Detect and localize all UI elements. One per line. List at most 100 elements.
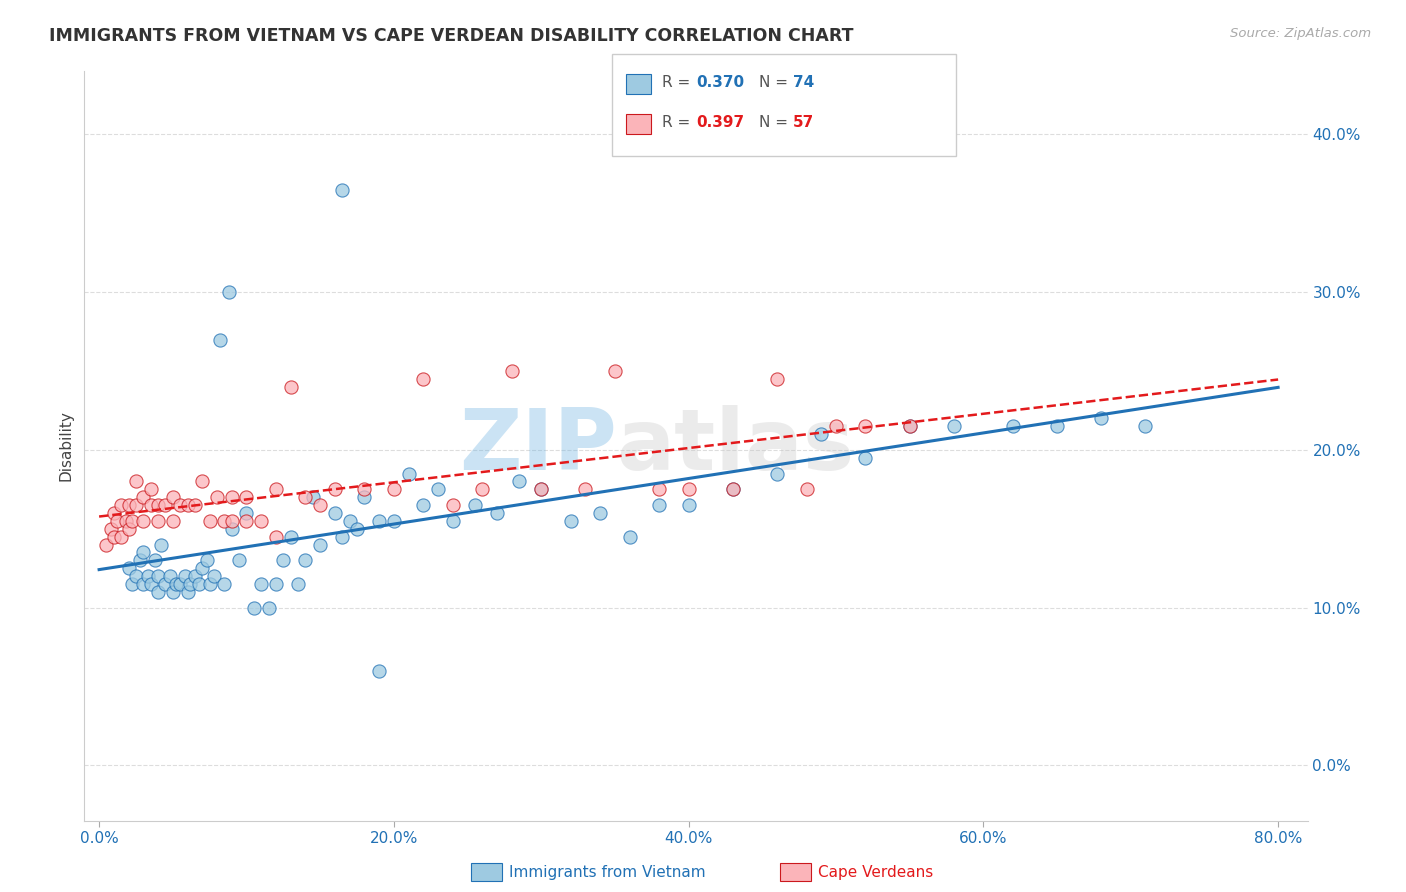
Point: [208, 333, 231, 347]
Point: [114, 514, 136, 528]
Point: [169, 498, 191, 512]
Text: Immigrants from Vietnam: Immigrants from Vietnam: [509, 865, 706, 880]
Point: [221, 522, 243, 536]
Point: [125, 569, 148, 583]
Point: [184, 569, 207, 583]
Point: [412, 498, 434, 512]
Point: [427, 483, 450, 497]
Point: [264, 483, 287, 497]
Point: [382, 514, 405, 528]
Point: [129, 553, 152, 567]
Point: [898, 419, 921, 434]
Point: [139, 483, 162, 497]
Point: [188, 577, 211, 591]
Point: [309, 498, 332, 512]
Point: [195, 553, 218, 567]
Point: [339, 514, 361, 528]
Point: [235, 514, 257, 528]
Point: [243, 600, 266, 615]
Point: [855, 419, 877, 434]
Text: 0.370: 0.370: [696, 76, 744, 90]
Point: [155, 577, 177, 591]
Point: [235, 490, 257, 504]
Text: Cape Verdeans: Cape Verdeans: [818, 865, 934, 880]
Point: [132, 514, 155, 528]
Point: [589, 506, 612, 520]
Point: [110, 530, 132, 544]
Point: [221, 514, 243, 528]
Point: [721, 483, 744, 497]
Point: [202, 569, 225, 583]
Point: [150, 538, 173, 552]
Text: 0.397: 0.397: [696, 115, 744, 129]
Point: [464, 498, 486, 512]
Point: [184, 498, 207, 512]
Point: [353, 490, 375, 504]
Point: [214, 577, 236, 591]
Point: [121, 577, 143, 591]
Point: [855, 450, 877, 465]
Text: R =: R =: [662, 76, 696, 90]
Point: [117, 561, 139, 575]
Point: [330, 183, 353, 197]
Point: [221, 490, 243, 504]
Text: IMMIGRANTS FROM VIETNAM VS CAPE VERDEAN DISABILITY CORRELATION CHART: IMMIGRANTS FROM VIETNAM VS CAPE VERDEAN …: [49, 27, 853, 45]
Point: [165, 577, 187, 591]
Point: [678, 498, 700, 512]
Point: [294, 490, 316, 504]
Point: [159, 569, 181, 583]
Point: [1001, 419, 1024, 434]
Point: [382, 483, 405, 497]
Point: [173, 569, 195, 583]
Point: [117, 522, 139, 536]
Point: [96, 538, 118, 552]
Point: [619, 530, 641, 544]
Point: [368, 664, 391, 678]
Point: [146, 498, 169, 512]
Point: [368, 514, 391, 528]
Point: [721, 483, 744, 497]
Point: [323, 483, 346, 497]
Point: [810, 427, 832, 442]
Point: [117, 498, 139, 512]
Point: [214, 514, 236, 528]
Point: [162, 514, 184, 528]
Point: [441, 514, 464, 528]
Point: [353, 483, 375, 497]
Point: [825, 419, 848, 434]
Text: N =: N =: [759, 76, 793, 90]
Point: [139, 577, 162, 591]
Point: [125, 498, 148, 512]
Point: [105, 514, 128, 528]
Point: [412, 372, 434, 386]
Point: [257, 600, 280, 615]
Point: [264, 577, 287, 591]
Point: [162, 585, 184, 599]
Point: [176, 585, 198, 599]
Point: [162, 490, 184, 504]
Point: [146, 585, 169, 599]
Point: [560, 514, 582, 528]
Point: [294, 553, 316, 567]
Point: [250, 514, 273, 528]
Point: [280, 530, 302, 544]
Point: [301, 490, 323, 504]
Point: [1090, 411, 1112, 425]
Point: [191, 475, 214, 489]
Point: [678, 483, 700, 497]
Point: [280, 380, 302, 394]
Point: [179, 577, 201, 591]
Point: [501, 364, 523, 378]
Point: [132, 545, 155, 559]
Point: [146, 569, 169, 583]
Point: [176, 498, 198, 512]
Point: [648, 498, 671, 512]
Point: [346, 522, 368, 536]
Point: [530, 483, 553, 497]
Point: [100, 522, 122, 536]
Point: [228, 553, 250, 567]
Point: [235, 506, 257, 520]
Point: [121, 514, 143, 528]
Point: [323, 506, 346, 520]
Point: [125, 475, 148, 489]
